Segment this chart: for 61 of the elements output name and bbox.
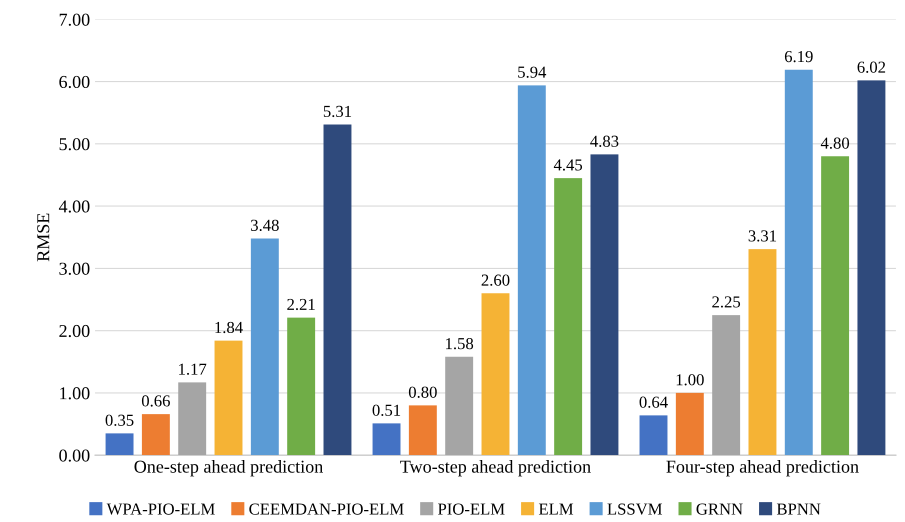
data-label: 2.60 bbox=[482, 274, 510, 286]
data-label: 5.94 bbox=[518, 66, 546, 78]
legend-label: ELM bbox=[538, 504, 574, 515]
data-label: 0.66 bbox=[142, 395, 170, 407]
bar bbox=[640, 415, 668, 456]
bar bbox=[250, 238, 279, 456]
bar bbox=[784, 70, 813, 456]
bar bbox=[142, 414, 170, 456]
bar bbox=[857, 80, 886, 456]
bar bbox=[748, 249, 776, 456]
x-tick-label: Four-step ahead prediction bbox=[666, 460, 859, 476]
y-tick-label: 6.00 bbox=[59, 76, 90, 88]
data-label: 3.31 bbox=[748, 230, 776, 242]
bar bbox=[178, 382, 206, 456]
bar bbox=[712, 315, 740, 456]
bar bbox=[676, 392, 704, 456]
data-label: 6.02 bbox=[858, 62, 886, 73]
bar bbox=[372, 423, 400, 456]
x-tick-label: One-step ahead prediction bbox=[134, 460, 323, 476]
data-label: 0.64 bbox=[640, 396, 668, 408]
bar bbox=[590, 154, 618, 456]
legend-label: PIO-ELM bbox=[438, 504, 505, 515]
y-tick-label: 4.00 bbox=[58, 200, 90, 213]
data-label: 2.25 bbox=[712, 296, 740, 308]
bar bbox=[408, 405, 437, 456]
legend-label: CEEMDAN-PIO-ELM bbox=[249, 504, 404, 515]
data-label: 1.58 bbox=[446, 338, 474, 350]
bar bbox=[445, 356, 474, 456]
y-tick-label: 1.00 bbox=[60, 387, 90, 400]
bar bbox=[821, 156, 850, 456]
data-label: 2.21 bbox=[287, 298, 315, 310]
data-label: 1.17 bbox=[179, 364, 206, 375]
y-tick-label: 5.00 bbox=[60, 138, 90, 150]
data-label: 0.51 bbox=[372, 404, 400, 416]
bar bbox=[287, 318, 316, 456]
legend-label: LSSVM bbox=[607, 504, 662, 515]
y-tick-label: 0.00 bbox=[59, 449, 90, 462]
data-label: 3.48 bbox=[251, 220, 279, 232]
y-tick-label: 3.00 bbox=[59, 262, 90, 275]
data-label: 1.00 bbox=[676, 374, 704, 386]
data-label: 4.80 bbox=[820, 138, 850, 149]
y-tick-label: 2.00 bbox=[59, 324, 90, 338]
data-label: 5.31 bbox=[324, 106, 352, 118]
data-label: 6.19 bbox=[784, 51, 813, 62]
data-label: 0.80 bbox=[408, 386, 437, 398]
data-label: 0.35 bbox=[106, 414, 134, 426]
legend-label: BPNN bbox=[776, 504, 820, 515]
bar bbox=[554, 178, 582, 456]
data-label: 1.84 bbox=[215, 322, 243, 334]
y-axis-title: RMSE bbox=[37, 214, 50, 262]
x-tick-label: Two-step ahead prediction bbox=[400, 460, 591, 476]
bar bbox=[214, 340, 242, 456]
bar bbox=[518, 85, 546, 456]
bar bbox=[106, 433, 134, 456]
legend-label: GRNN bbox=[696, 504, 743, 515]
data-label: 4.45 bbox=[554, 159, 582, 171]
legend-label: WPA-PIO-ELM bbox=[106, 504, 215, 515]
bar bbox=[482, 293, 510, 456]
y-tick-label: 7.00 bbox=[60, 14, 90, 26]
data-label: 4.83 bbox=[590, 136, 618, 147]
bar bbox=[324, 124, 352, 456]
